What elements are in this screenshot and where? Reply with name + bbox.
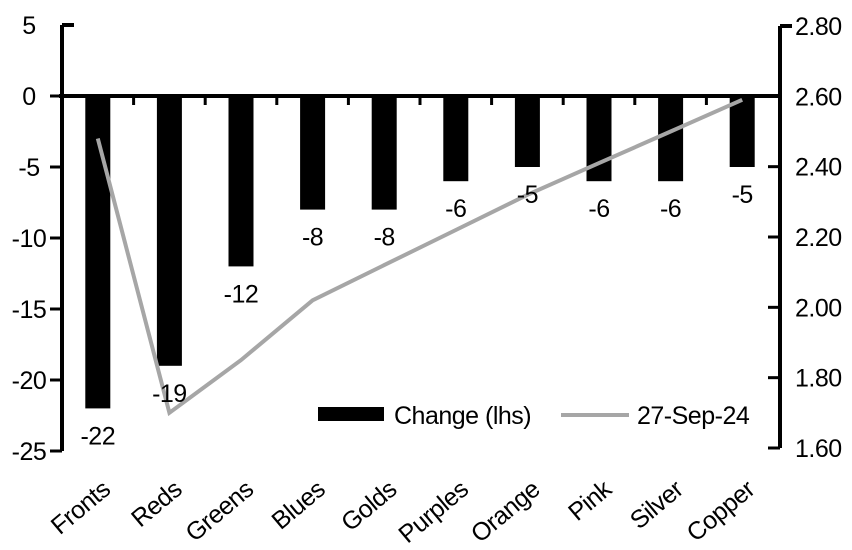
right-axis: 2.80 2.60 2.40 2.20 2.00 1.80 1.60: [768, 13, 842, 463]
left-axis-tick-label: 5: [22, 12, 35, 40]
bar-data-label: -5: [517, 181, 538, 209]
left-axis-tick-label: 0: [22, 83, 35, 111]
bar-data-labels: -22 -19 -12 -8 -8 -6 -5 -6 -6 -5: [80, 181, 753, 450]
bar-greens: [228, 96, 254, 267]
right-axis-tick-label: 2.20: [795, 224, 842, 252]
legend-bar-swatch: [318, 407, 384, 421]
bar-reds: [156, 96, 182, 366]
bar-purples: [443, 96, 469, 182]
left-axis-tick-label: -20: [12, 367, 47, 395]
category-label-fronts: Fronts: [46, 475, 116, 540]
category-label-purples: Purples: [393, 475, 473, 549]
series-line-27-sep-24: [95, 97, 744, 417]
legend-bar-label: Change (lhs): [394, 402, 531, 430]
bar-data-label: -6: [445, 195, 466, 223]
category-label-reds: Reds: [126, 475, 187, 533]
category-label-orange: Orange: [466, 475, 546, 548]
category-label-copper: Copper: [682, 475, 761, 547]
left-axis-tick-label: -25: [12, 438, 47, 466]
legend: Change (lhs) 27-Sep-24: [318, 402, 750, 430]
right-axis-tick-label: 2.60: [795, 83, 842, 111]
left-axis: 5 0 -5 -10 -15 -20 -25: [12, 12, 74, 466]
left-axis-tick-label: -15: [12, 296, 47, 324]
right-axis-tick-label: 2.00: [795, 294, 842, 322]
bar-series: [85, 96, 755, 409]
bar-data-label: -5: [732, 181, 753, 209]
legend-line-label: 27-Sep-24: [637, 402, 750, 430]
bar-orange: [514, 96, 540, 167]
right-axis-tick-label: 2.40: [795, 154, 842, 182]
bar-data-label: -6: [588, 195, 609, 223]
bar-data-label: -19: [152, 380, 187, 408]
bar-data-label: -6: [660, 195, 681, 223]
bar-silver: [658, 96, 684, 182]
category-label-greens: Greens: [180, 475, 259, 547]
category-label-blues: Blues: [266, 475, 330, 535]
left-axis-tick-label: -10: [12, 225, 47, 253]
category-label-golds: Golds: [336, 475, 402, 537]
right-axis-tick-label: 2.80: [795, 13, 842, 41]
bar-data-label: -12: [224, 280, 259, 308]
bar-data-label: -8: [302, 224, 323, 252]
bar-data-label: -22: [80, 422, 115, 450]
category-label-silver: Silver: [625, 475, 689, 535]
category-label-pink: Pink: [563, 475, 617, 527]
bar-data-label: -8: [374, 224, 395, 252]
bar-copper: [729, 96, 755, 167]
bar-fronts: [85, 96, 111, 409]
right-axis-tick-label: 1.80: [795, 365, 842, 393]
bar-blues: [300, 96, 326, 210]
left-axis-tick-label: -5: [18, 154, 39, 182]
bar-golds: [371, 96, 397, 210]
right-axis-tick-label: 1.60: [795, 435, 842, 463]
